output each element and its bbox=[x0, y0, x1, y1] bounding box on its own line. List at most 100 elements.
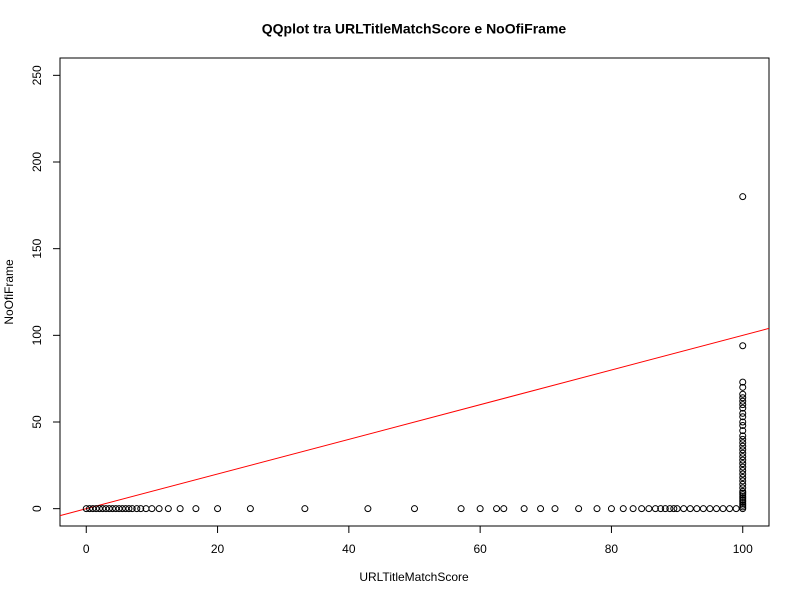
point bbox=[112, 505, 120, 513]
point bbox=[133, 505, 141, 513]
point bbox=[739, 487, 747, 495]
point bbox=[657, 505, 665, 513]
point bbox=[214, 505, 222, 513]
point bbox=[607, 505, 615, 513]
point bbox=[493, 505, 501, 513]
point bbox=[739, 473, 747, 481]
point bbox=[739, 409, 747, 417]
point bbox=[706, 505, 714, 513]
y-tick-label: 200 bbox=[30, 152, 44, 172]
point bbox=[739, 404, 747, 412]
point bbox=[619, 505, 627, 513]
point bbox=[739, 435, 747, 443]
point bbox=[651, 505, 659, 513]
point bbox=[739, 480, 747, 488]
point bbox=[739, 453, 747, 461]
point bbox=[638, 505, 646, 513]
x-axis-label: URLTitleMatchScore bbox=[359, 570, 469, 584]
point bbox=[739, 456, 747, 464]
point bbox=[739, 427, 747, 435]
point bbox=[109, 505, 117, 513]
point bbox=[629, 505, 637, 513]
point bbox=[593, 505, 601, 513]
point bbox=[739, 460, 747, 468]
point bbox=[99, 505, 107, 513]
point bbox=[115, 505, 123, 513]
point bbox=[118, 505, 126, 513]
point bbox=[661, 505, 669, 513]
point bbox=[125, 505, 133, 513]
point bbox=[739, 390, 747, 398]
point bbox=[520, 505, 528, 513]
point bbox=[686, 505, 694, 513]
point bbox=[739, 470, 747, 478]
point bbox=[739, 439, 747, 447]
point bbox=[666, 505, 674, 513]
point bbox=[732, 505, 740, 513]
point bbox=[411, 505, 418, 513]
x-tick-label: 20 bbox=[211, 542, 225, 556]
point bbox=[575, 505, 583, 513]
point bbox=[739, 463, 747, 471]
point bbox=[739, 342, 747, 350]
point bbox=[739, 477, 747, 485]
point bbox=[739, 467, 747, 475]
point bbox=[670, 505, 678, 513]
x-tick-label: 0 bbox=[83, 542, 90, 556]
point bbox=[457, 505, 465, 513]
point bbox=[148, 505, 156, 513]
point bbox=[137, 505, 145, 513]
point bbox=[92, 505, 100, 513]
point bbox=[86, 505, 94, 513]
point bbox=[739, 484, 747, 492]
point bbox=[500, 505, 508, 513]
y-axis-label: NoOfiFrame bbox=[2, 259, 16, 325]
y-tick-label: 0 bbox=[30, 505, 44, 512]
point bbox=[645, 505, 653, 513]
point bbox=[739, 446, 747, 454]
point bbox=[176, 505, 184, 513]
point bbox=[739, 418, 747, 426]
point bbox=[739, 421, 747, 429]
point bbox=[699, 505, 707, 513]
point bbox=[246, 505, 254, 513]
point bbox=[89, 505, 97, 513]
point bbox=[726, 505, 734, 513]
point bbox=[364, 505, 372, 513]
plot-frame bbox=[59, 57, 770, 527]
x-tick-label: 80 bbox=[605, 542, 619, 556]
point bbox=[105, 505, 113, 513]
point bbox=[739, 432, 747, 440]
point bbox=[128, 505, 136, 513]
point bbox=[712, 505, 720, 513]
x-tick-label: 60 bbox=[473, 542, 487, 556]
point bbox=[155, 505, 163, 513]
point bbox=[301, 505, 309, 513]
y-tick-label: 250 bbox=[30, 65, 44, 85]
point bbox=[739, 193, 747, 201]
point bbox=[739, 413, 747, 421]
point bbox=[476, 505, 484, 513]
point bbox=[739, 397, 747, 405]
point bbox=[739, 394, 747, 402]
point bbox=[122, 505, 130, 513]
point bbox=[739, 449, 747, 457]
y-tick-label: 50 bbox=[30, 415, 44, 429]
point bbox=[739, 383, 747, 391]
point bbox=[739, 401, 747, 409]
point bbox=[95, 505, 103, 513]
point bbox=[680, 505, 688, 513]
point bbox=[102, 505, 110, 513]
point bbox=[673, 505, 681, 513]
y-tick-label: 150 bbox=[30, 238, 44, 258]
chart-title: QQplot tra URLTitleMatchScore e NoOfiFra… bbox=[262, 21, 567, 37]
x-tick-label: 100 bbox=[733, 542, 753, 556]
point bbox=[82, 505, 90, 513]
point bbox=[537, 505, 545, 513]
point bbox=[739, 378, 747, 386]
point bbox=[739, 442, 747, 450]
point bbox=[551, 505, 559, 513]
point bbox=[164, 505, 172, 513]
point bbox=[693, 505, 701, 513]
